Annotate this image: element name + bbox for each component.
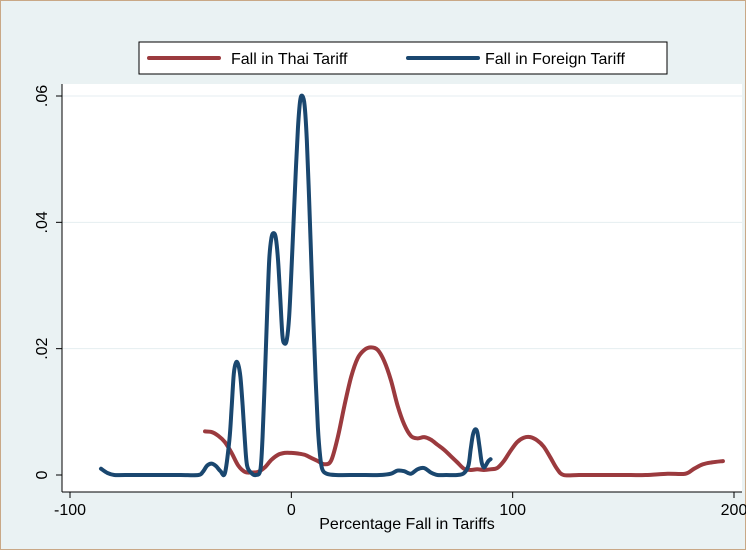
y-axis-ticks: 0 .02 .04 .06 <box>34 85 62 479</box>
legend: Fall in Thai Tariff Fall in Foreign Tari… <box>138 41 668 75</box>
legend-label-thai-tariff: Fall in Thai Tariff <box>231 51 348 68</box>
x-tick-label: 200 <box>721 502 746 519</box>
y-tick-label: .06 <box>34 85 51 107</box>
x-tick-label: 100 <box>499 502 526 519</box>
x-tick-label: -100 <box>54 502 86 519</box>
series-lines <box>98 93 725 478</box>
gridlines <box>62 95 742 350</box>
plot-area <box>62 84 742 492</box>
legend-box <box>138 41 668 75</box>
y-tick-label: 0 <box>34 470 51 479</box>
y-tick-label: .02 <box>34 337 51 359</box>
x-axis-ticks: -100 0 100 200 <box>54 492 746 519</box>
x-axis-title: Percentage Fall in Tariffs <box>319 516 495 533</box>
x-tick-label: 0 <box>287 502 296 519</box>
series-line-foreign-tariff <box>98 93 493 478</box>
legend-label-foreign-tariff: Fall in Foreign Tariff <box>485 51 625 68</box>
y-tick-label: .04 <box>34 211 51 233</box>
series-line-thai-tariff <box>203 345 725 478</box>
